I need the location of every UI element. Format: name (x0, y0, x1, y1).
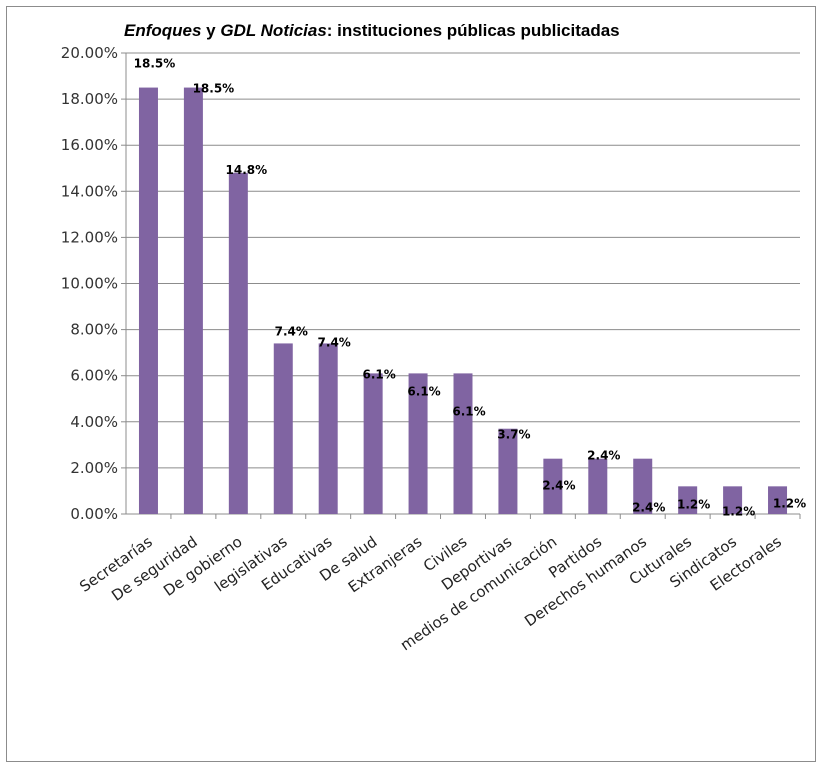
bar (678, 486, 698, 514)
bar (408, 373, 428, 514)
y-tick-label: 4.00% (70, 413, 118, 431)
data-label: 18.5% (193, 82, 235, 96)
bar (633, 458, 653, 514)
data-label: 6.1% (362, 367, 395, 381)
y-tick-label: 2.00% (70, 459, 118, 477)
y-tick-label: 8.00% (70, 321, 118, 339)
y-tick-label: 0.00% (70, 505, 118, 523)
data-label: 7.4% (318, 335, 351, 349)
bar (768, 486, 788, 514)
y-tick-label: 10.00% (61, 275, 118, 293)
bar (273, 343, 293, 514)
chart-title-part1: Enfoques (124, 21, 201, 40)
chart-title-part3: GDL Noticias (220, 21, 326, 40)
y-tick-label: 20.00% (61, 44, 118, 62)
chart-title-part2: y (201, 21, 220, 40)
bar (498, 428, 518, 514)
bar (543, 458, 563, 514)
data-labels: 18.5% 18.5% 14.8% 7.4% 7.4% 6.1% 6.1% 6.1% 3.7% 2… (134, 57, 807, 519)
bar (723, 486, 743, 514)
data-label: 3.7% (497, 428, 530, 442)
bar (183, 87, 203, 514)
y-tick-label: 12.00% (61, 228, 118, 246)
data-label: 6.1% (407, 384, 440, 398)
bar (453, 373, 473, 514)
data-label: 6.1% (452, 404, 485, 418)
data-label: 2.4% (542, 479, 575, 493)
data-label: 1.2% (722, 504, 755, 518)
data-label: 2.4% (587, 449, 620, 463)
bar (318, 343, 338, 514)
data-label: 1.2% (677, 497, 710, 511)
data-label: 14.8% (226, 163, 268, 177)
data-label: 2.4% (632, 501, 665, 515)
bars (138, 87, 788, 515)
y-tick-labels: 0.00% 2.00% 4.00% 6.00% 8.00% 10.00% 12.00% 14.… (61, 44, 118, 523)
chart-title-part4: : instituciones públicas publicitadas (327, 21, 620, 40)
y-tick-label: 6.00% (70, 367, 118, 385)
data-label: 18.5% (134, 57, 176, 71)
bar (228, 172, 248, 515)
bar (588, 458, 608, 514)
y-tick-label: 14.00% (61, 182, 118, 200)
data-label: 7.4% (275, 324, 308, 338)
y-tick-label: 16.00% (61, 136, 118, 154)
chart-title: Enfoques y GDL Noticias: instituciones p… (124, 21, 620, 40)
data-label: 1.2% (773, 496, 806, 510)
bar (138, 87, 158, 514)
y-tick-label: 18.00% (61, 90, 118, 108)
bar (363, 373, 383, 514)
